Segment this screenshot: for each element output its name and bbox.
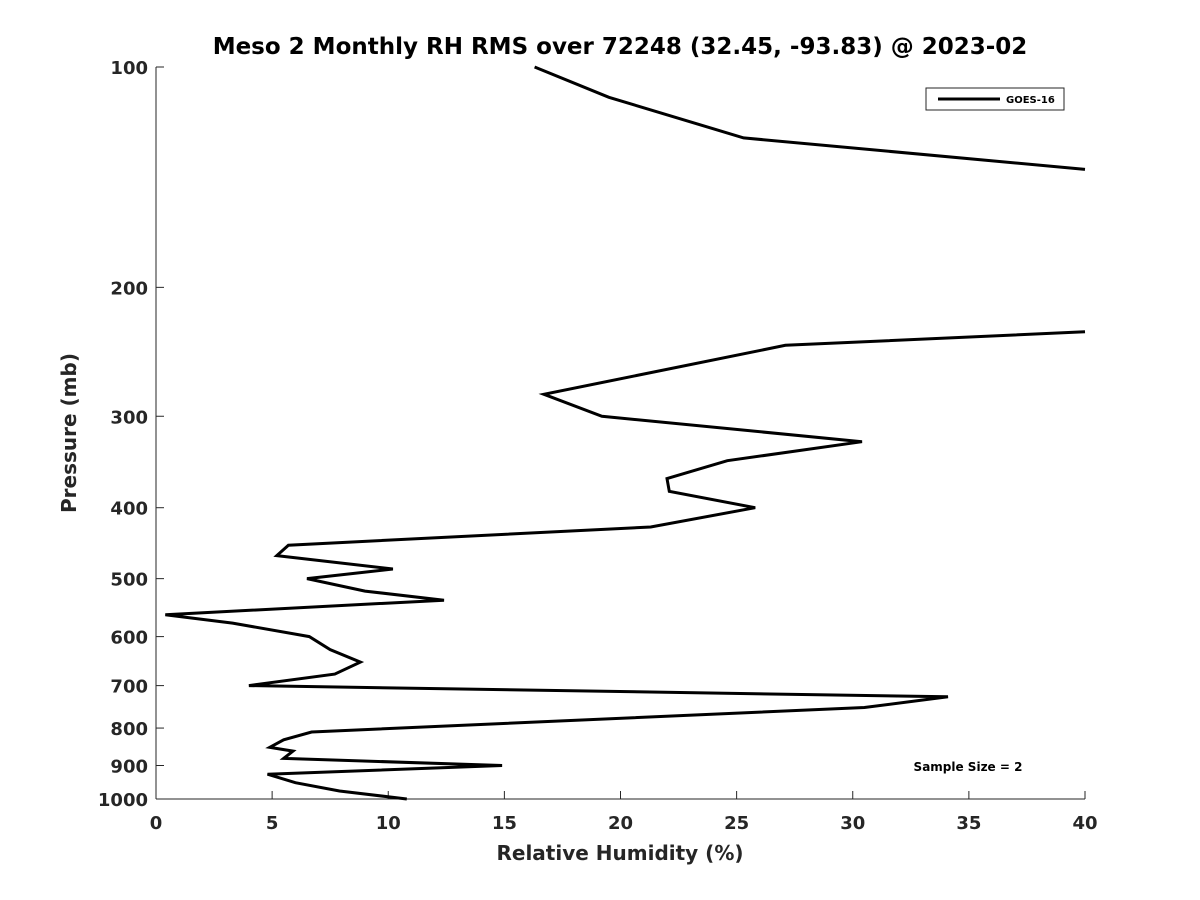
sample-size-annotation: Sample Size = 2 [914,760,1023,774]
y-axis-label: Pressure (mb) [57,353,81,513]
legend: GOES-16 [925,87,1065,111]
x-tick-label: 40 [1072,813,1097,834]
x-axis-label: Relative Humidity (%) [496,841,743,865]
series-line-goes-16-upper [534,65,1086,171]
y-tick-label: 600 [110,628,148,649]
y-tick-label: 700 [110,677,148,698]
y-tick-label: 100 [110,58,148,79]
series-line-goes-16 [165,330,1086,801]
x-tick-label: 0 [150,813,163,834]
legend-label-goes-16: GOES-16 [1006,95,1055,106]
y-tick-label: 900 [110,757,148,778]
x-tick-label: 30 [840,813,865,834]
y-axis-ticks: 100 200 300 400 500 600 700 800 900 1000 [98,58,164,811]
x-tick-label: 25 [724,813,749,834]
x-axis-ticks: 0 5 10 15 20 25 30 35 40 [150,791,1098,834]
chart-title: Meso 2 Monthly RH RMS over 72248 (32.45,… [213,34,1028,60]
y-tick-label: 400 [110,499,148,520]
y-tick-label: 1000 [98,790,148,811]
y-tick-label: 200 [110,278,148,299]
y-tick-label: 800 [110,719,148,740]
x-tick-label: 10 [376,813,401,834]
y-tick-label: 300 [110,407,148,428]
x-tick-label: 20 [608,813,633,834]
x-tick-label: 35 [956,813,981,834]
x-tick-label: 5 [266,813,279,834]
plot-area [156,67,1085,799]
series-layer [165,65,1086,801]
x-tick-label: 15 [492,813,517,834]
y-tick-label: 500 [110,570,148,591]
